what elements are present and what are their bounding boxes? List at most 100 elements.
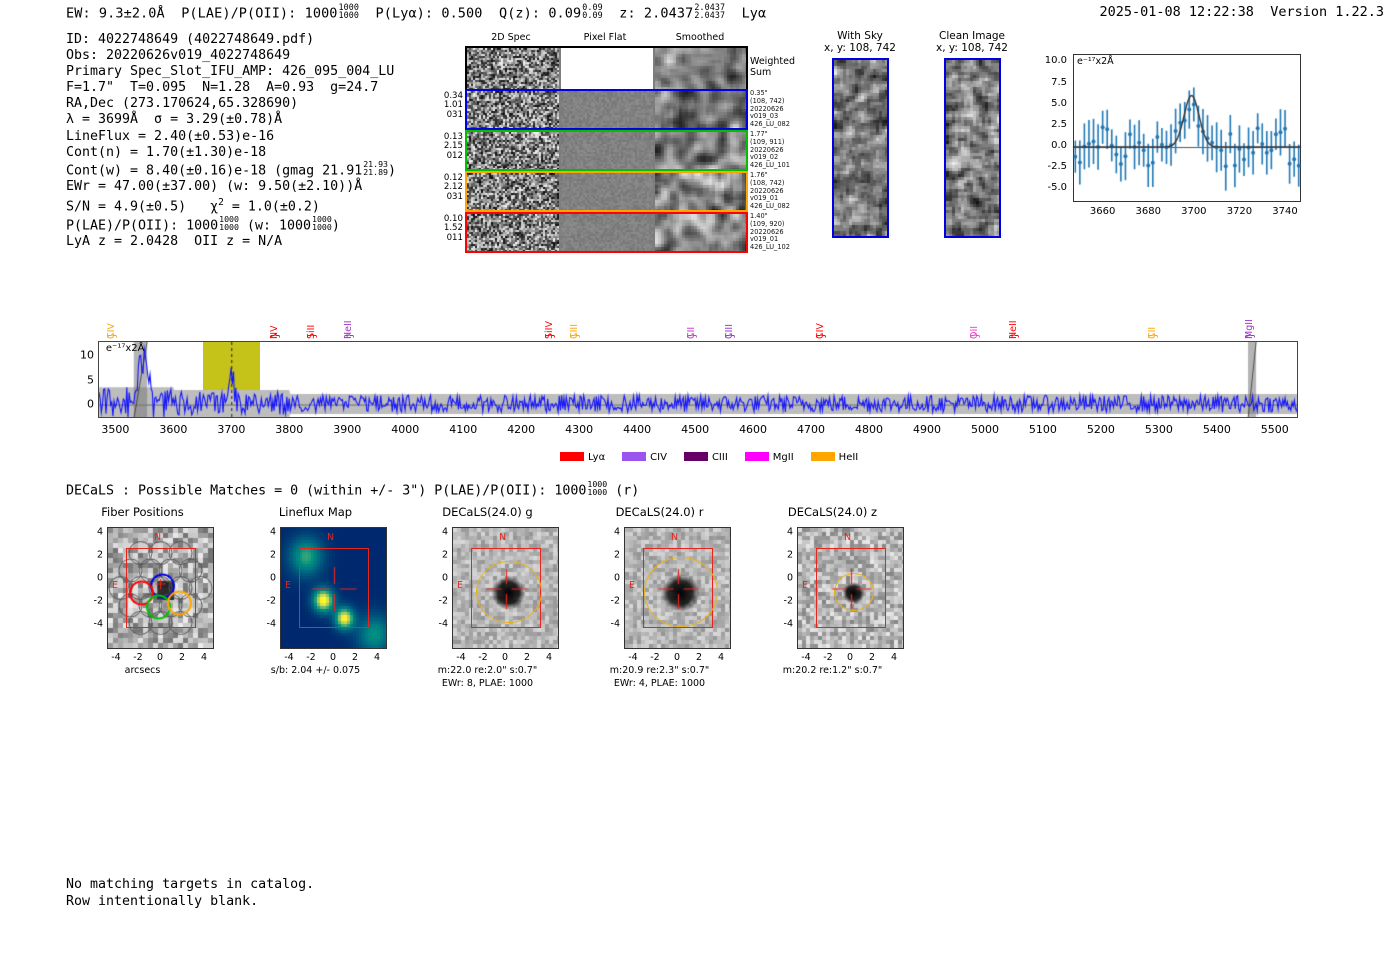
panel-1-xtick-2: 0 xyxy=(329,652,337,663)
stacked-fraction: 1000 1000 xyxy=(587,479,608,497)
legend-item-heii: HeII xyxy=(810,452,858,463)
fiber-0-2dspec-image xyxy=(467,91,559,128)
spec2d-column-header-2: Smoothed xyxy=(675,32,725,43)
legend-swatch-2 xyxy=(683,452,708,461)
fiber-3-2dspec-image xyxy=(467,214,559,251)
fullspec-xtick-8: 4300 xyxy=(565,423,594,436)
noise-image xyxy=(467,173,559,210)
fiber-2-meta-4: 426_LU_082 xyxy=(750,202,790,211)
stacked-fraction: 2.0437 2.0437 xyxy=(694,2,726,20)
stacked-fraction: 1000 1000 xyxy=(312,213,332,232)
legend-swatch-3 xyxy=(744,452,769,461)
fiber-2-left-stat-2: 031 xyxy=(446,191,463,202)
legend-label-0: Lyα xyxy=(588,452,606,463)
chi-squared-exponent: 2 xyxy=(218,197,224,209)
panel-2-crosshair xyxy=(453,528,558,648)
fiber-0-left-stat-1: 1.01 xyxy=(443,100,463,111)
fiber-2-smoothed-image xyxy=(655,173,746,210)
weighted-sum-strip xyxy=(465,46,748,94)
panel-1-xtick-1: -2 xyxy=(306,652,316,663)
panel-2-xtick-2: 0 xyxy=(501,652,509,663)
info-line-sn: S/N = 4.9(±0.5) χ2 = 1.0(±0.2) xyxy=(66,195,396,216)
cutout-1-image xyxy=(944,58,1001,238)
legend-swatch-0 xyxy=(560,452,584,461)
fiber-3-pixelflat-image xyxy=(561,214,653,251)
fullspec-ytick-1: 5 xyxy=(87,373,94,386)
fullspec-xtick-16: 5100 xyxy=(1028,423,1057,436)
fullspec-xtick-18: 5300 xyxy=(1144,423,1173,436)
cutout-1-title: Clean Image xyxy=(938,30,1006,42)
panel-4-xtick-4: 4 xyxy=(890,652,898,663)
lineplot-data-canvas xyxy=(1033,48,1305,230)
info-line-0: ID: 4022748649 (4022748649.pdf) xyxy=(66,32,315,47)
noise-image xyxy=(561,173,653,210)
fullspec-xtick-2: 3700 xyxy=(217,423,246,436)
panel-1-ytick-1: 2 xyxy=(269,549,276,561)
plae-weighted-text: (w: 1000 xyxy=(238,218,312,234)
panel-4-crosshair xyxy=(798,528,903,648)
fiber-1-left-stat-1: 2.15 xyxy=(443,141,463,152)
timestamp-text: 2025-01-08 12:22:38 xyxy=(1099,4,1254,20)
fullspec-xtick-15: 5000 xyxy=(970,423,999,436)
panel-3-crosshair xyxy=(625,528,730,648)
noise-image xyxy=(946,60,999,236)
fullspec-xtick-17: 5200 xyxy=(1086,423,1115,436)
footer-note: No matching targets in catalog. Row inte… xyxy=(66,877,314,910)
panel-4-xtick-2: 0 xyxy=(846,652,854,663)
fullspec-xtick-12: 4700 xyxy=(797,423,826,436)
panel-3-xtick-3: 2 xyxy=(695,652,703,663)
weighted-sum-pixelflat-image xyxy=(561,48,653,92)
plae-text: P(LAE)/P(OII): 1000 xyxy=(66,218,219,234)
fiber-3-smoothed-image xyxy=(655,214,746,251)
emission-line-bracket-3: { xyxy=(343,332,356,339)
panel-2-compass-north: N xyxy=(499,532,507,543)
panel-3-xtick-2: 0 xyxy=(673,652,681,663)
fiber-strip-0 xyxy=(465,89,748,130)
panel-1-xtick-3: 2 xyxy=(351,652,359,663)
fiber-1-meta-1: (109, 911) xyxy=(750,137,785,146)
noise-image xyxy=(655,48,746,92)
panel-3-compass-east: E xyxy=(629,580,636,591)
emission-line-bracket-1: { xyxy=(269,332,283,339)
panel-0-xtick-2: 0 xyxy=(156,652,164,663)
spec2d-montage: 2D Spec Pixel Flat Smoothed Weighted Sum 0.34… xyxy=(425,32,795,262)
panel-0-ytick-2: 0 xyxy=(96,572,103,584)
panel-3-ytick-4: -4 xyxy=(610,618,620,630)
panel-2-xtick-1: -2 xyxy=(478,652,488,663)
fiber-1-meta-3: v019_02 xyxy=(750,153,779,162)
panel-0-xtick-1: -2 xyxy=(133,652,143,663)
fiber-1-left-stats: 0.13 2.15 012 xyxy=(425,132,463,161)
legend-label-2: CIII xyxy=(711,452,728,463)
weighted-sum-label-line2: Sum xyxy=(750,67,772,78)
info-line-7: Cont(n) = 1.70(±1.30)e-18 xyxy=(66,144,267,160)
legend-item-mgii: MgII xyxy=(744,452,794,463)
panel-0-aperture-box xyxy=(126,548,196,628)
panel-1-xtick-4: 4 xyxy=(373,652,381,663)
decals-header-band: (r) xyxy=(607,483,640,499)
panel-4-compass-north: N xyxy=(844,532,852,543)
panel-3-ytick-2: 0 xyxy=(613,572,620,584)
fiber-2-left-stats: 0.12 2.12 031 xyxy=(425,173,463,202)
fullspec-xtick-11: 4600 xyxy=(739,423,768,436)
info-line-6: LineFlux = 2.40(±0.53)e-16 xyxy=(66,128,275,144)
cont-w-text: Cont(w) = 8.40(±0.16)e-18 (gmag 21.91 xyxy=(66,163,363,179)
fullspec-xtick-20: 5500 xyxy=(1260,423,1289,436)
panel-0-image xyxy=(107,527,214,649)
fiber-0-smoothed-image xyxy=(655,91,746,128)
panel-0-ytick-0: 4 xyxy=(96,526,103,538)
noise-image xyxy=(467,214,559,251)
panel-4-caption-1: m:20.2 re:1.2" s:0.7" xyxy=(782,665,883,676)
panel-1-ytick-0: 4 xyxy=(269,526,276,538)
fullspec-xtick-7: 4200 xyxy=(507,423,536,436)
legend-label-3: MgII xyxy=(772,452,794,463)
fiber-0-left-stat-2: 031 xyxy=(446,109,463,120)
panel-2-caption-1: m:22.0 re:2.0" s:0.7" xyxy=(437,665,538,676)
panel-0-ytick-1: 2 xyxy=(96,549,103,561)
panel-0-ytick-3: -2 xyxy=(93,595,103,607)
header-part-3: Q(z): 0.09 xyxy=(498,5,582,22)
panel-1-ytick-4: -4 xyxy=(266,618,276,630)
panel-1-image xyxy=(280,527,387,649)
fiber-1-pixelflat-image xyxy=(561,132,653,169)
emission-line-bracket-4: { xyxy=(543,332,557,339)
panel-0-xtick-4: 4 xyxy=(200,652,208,663)
